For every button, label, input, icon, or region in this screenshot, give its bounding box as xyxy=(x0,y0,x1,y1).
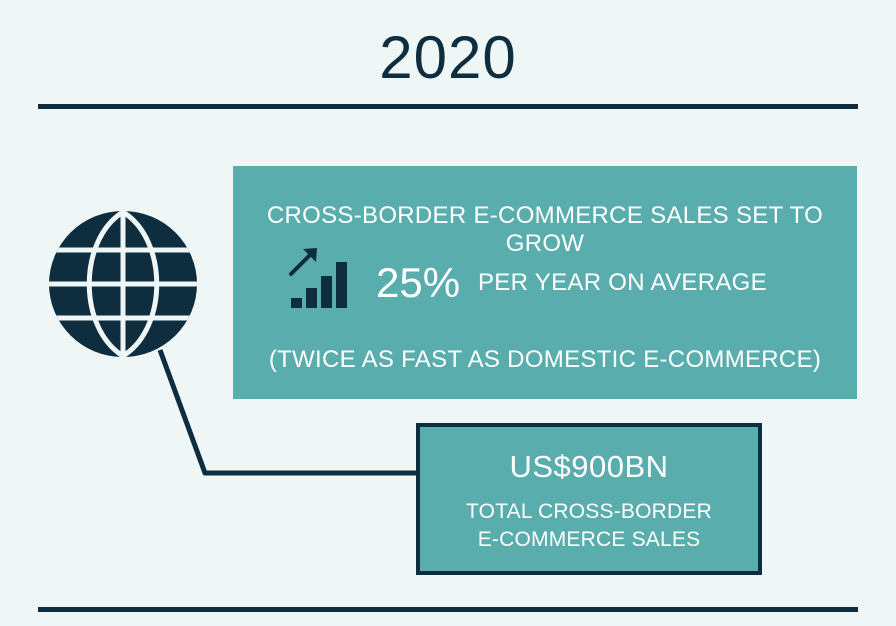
total-sales-value: US$900BN xyxy=(509,449,669,484)
growth-panel: CROSS-BORDER E-COMMERCE SALES SET TO GRO… xyxy=(233,166,857,399)
total-sales-caption-line1: TOTAL CROSS-BORDER xyxy=(466,500,712,523)
growth-headline: CROSS-BORDER E-COMMERCE SALES SET TO GRO… xyxy=(266,202,824,257)
growth-comparison-note: (TWICE AS FAST AS DOMESTIC E-COMMERCE) xyxy=(268,346,822,373)
growth-percentage-caption: PER YEAR ON AVERAGE xyxy=(478,269,767,296)
bottom-divider xyxy=(38,607,858,612)
top-divider xyxy=(38,104,858,109)
total-sales-caption-line2: E-COMMERCE SALES xyxy=(477,528,701,551)
total-sales-box: US$900BN TOTAL CROSS-BORDER E-COMMERCE S… xyxy=(416,423,762,575)
total-sales-caption: TOTAL CROSS-BORDER E-COMMERCE SALES xyxy=(420,498,758,554)
year-heading: 2020 xyxy=(379,24,517,91)
growth-percentage: 25% xyxy=(376,259,461,306)
globe-icon xyxy=(49,211,197,357)
growth-chart-icon xyxy=(289,248,347,308)
